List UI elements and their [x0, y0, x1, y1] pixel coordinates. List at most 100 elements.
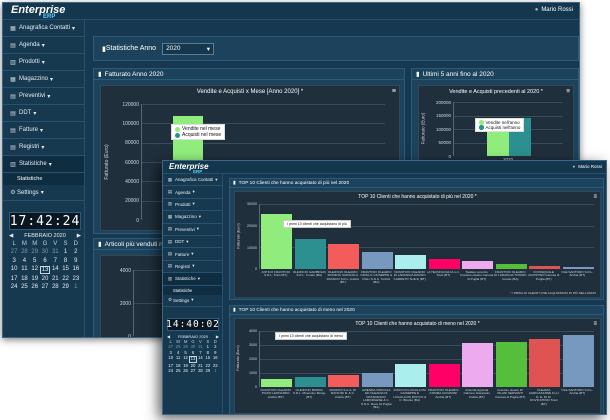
cal-day[interactable]: 22 — [205, 362, 211, 368]
bar-client[interactable] — [495, 342, 527, 387]
cal-day[interactable]: 19 — [31, 276, 39, 283]
cal-day[interactable]: 1 — [74, 284, 78, 291]
cal-day[interactable]: 12 — [183, 355, 188, 361]
cal-day[interactable]: 14 — [198, 355, 203, 361]
bar-client[interactable] — [361, 373, 393, 387]
cal-day[interactable]: 1 — [63, 249, 68, 256]
sidebar-item-magazzino[interactable]: ▦ Magazzino ▾ — [3, 71, 84, 88]
user-menu[interactable]: ● Mario Rossi — [572, 164, 602, 169]
cal-day[interactable]: 3 — [169, 349, 172, 355]
cal-day[interactable]: 28 — [51, 284, 59, 291]
cal-day[interactable]: 21 — [198, 362, 203, 368]
sidebar-item-ddt[interactable]: ▤ DDT ▾ — [3, 105, 84, 122]
chart-menu-icon[interactable]: ≡ — [566, 88, 570, 95]
cal-day[interactable]: 15 — [205, 355, 211, 361]
cal-day[interactable]: 5 — [184, 349, 187, 355]
cal-day[interactable]: 1 — [214, 368, 217, 374]
cal-day[interactable]: 24 — [168, 368, 174, 374]
cal-day[interactable]: 16 — [72, 265, 80, 272]
cal-day[interactable]: 10 — [168, 355, 174, 361]
cal-day[interactable]: 29 — [31, 249, 39, 256]
bar-client[interactable] — [529, 265, 561, 269]
cal-day[interactable]: 31 — [51, 249, 59, 256]
cal-day[interactable]: 19 — [183, 362, 188, 368]
cal-day[interactable]: 22 — [62, 276, 69, 283]
cal-day[interactable]: 6 — [43, 257, 47, 264]
bar-client[interactable] — [328, 375, 360, 387]
cal-day-today[interactable]: 13 — [39, 265, 51, 275]
cal-day[interactable]: 21 — [51, 276, 59, 283]
cal-day[interactable]: 27 — [41, 284, 49, 291]
cal-day[interactable]: 25 — [175, 368, 181, 374]
sidebar-item-statistiche[interactable]: ▥ Statistiche ▾ — [3, 156, 84, 173]
cal-day[interactable]: 8 — [206, 349, 210, 355]
sidebar-item-anagrafica-contatti[interactable]: ▦ Anagrafica Contatti ▾ — [3, 20, 84, 37]
bar-client[interactable] — [428, 363, 460, 387]
cal-day[interactable]: 16 — [212, 355, 218, 361]
sidebar-item-settings[interactable]: ⚙ Settings ▾ — [3, 185, 84, 201]
legend-item[interactable]: Vendite nell'anno — [479, 120, 520, 125]
cal-next-icon[interactable]: ▶ — [215, 334, 219, 339]
bar-client[interactable] — [395, 254, 427, 269]
cal-day[interactable]: 25 — [21, 284, 28, 291]
cal-day[interactable]: 7 — [53, 257, 57, 264]
sidebar-item-prodotti[interactable]: ▥ Prodotti ▾ — [3, 54, 84, 71]
cal-day[interactable]: 20 — [190, 362, 196, 368]
cal-day[interactable]: 4 — [22, 257, 27, 264]
cal-day[interactable]: 17 — [10, 276, 18, 283]
nav-sub-statistiche[interactable]: Statistiche — [163, 285, 222, 295]
cal-day[interactable]: 10 — [10, 265, 18, 272]
nav-sub-statistiche[interactable]: Statistiche — [3, 173, 84, 185]
bar-client[interactable] — [261, 379, 293, 387]
bar-client[interactable] — [395, 363, 427, 387]
cal-day[interactable]: 9 — [74, 257, 78, 264]
cal-day[interactable]: 6 — [191, 349, 195, 355]
cal-day[interactable]: 24 — [10, 284, 18, 291]
sidebar-item-statistiche[interactable]: ▥ Statistiche ▾ — [163, 273, 222, 286]
legend-item[interactable]: Acquisti nel mese — [175, 132, 221, 138]
cal-day[interactable]: 11 — [21, 265, 28, 272]
bar-client[interactable] — [294, 238, 326, 269]
sidebar-item-agenda[interactable]: ▤ Agenda ▾ — [163, 186, 222, 199]
cal-day[interactable]: 9 — [214, 349, 217, 355]
sidebar-item-ddt[interactable]: ▤ DDT ▾ — [163, 236, 222, 249]
bar-client[interactable] — [462, 342, 494, 387]
sidebar-item-registri[interactable]: ▤ Registri ▾ — [3, 139, 84, 156]
cal-day[interactable]: 15 — [62, 265, 69, 272]
bar-client[interactable] — [562, 266, 594, 269]
cal-day-today[interactable]: 13 — [189, 356, 197, 363]
cal-day[interactable]: 28 — [198, 368, 203, 374]
year-select[interactable]: 2020 ▾ — [162, 42, 215, 55]
cal-day[interactable]: 28 — [175, 344, 181, 350]
cal-day[interactable]: 29 — [183, 344, 188, 350]
cal-day[interactable]: 31 — [198, 344, 203, 350]
cal-day[interactable]: 17 — [168, 362, 174, 368]
legend-item[interactable]: Vendite nel mese — [175, 126, 221, 132]
cal-day[interactable]: 4 — [176, 349, 180, 355]
cal-day[interactable]: 7 — [199, 349, 202, 355]
cal-day[interactable]: 20 — [41, 276, 49, 283]
cal-day[interactable]: 23 — [72, 276, 80, 283]
cal-day[interactable]: 2 — [74, 249, 78, 256]
cal-day[interactable]: 27 — [190, 368, 196, 374]
cal-day[interactable]: 12 — [31, 265, 39, 272]
sidebar-item-anagrafica-contatti[interactable]: ▦ Anagrafica Contatti ▾ — [163, 174, 222, 187]
sidebar-item-agenda[interactable]: ▤ Agenda ▾ — [3, 37, 84, 54]
cal-day[interactable]: 5 — [33, 257, 37, 264]
sidebar-item-magazzino[interactable]: ▦ Magazzino ▾ — [163, 211, 222, 224]
sidebar-item-registri[interactable]: ▤ Registri ▾ — [163, 261, 222, 274]
cal-next-icon[interactable]: ▶ — [76, 233, 81, 239]
cal-day[interactable]: 18 — [175, 362, 181, 368]
cal-day[interactable]: 14 — [51, 265, 59, 272]
bar-client[interactable] — [562, 335, 594, 387]
chart-menu-icon[interactable]: ≡ — [593, 321, 597, 327]
chart-menu-icon[interactable]: ≡ — [593, 194, 597, 200]
cal-day[interactable]: 18 — [21, 276, 28, 283]
sidebar-item-fatture[interactable]: ▤ Fatture ▾ — [3, 122, 84, 139]
cal-day[interactable]: 30 — [41, 249, 49, 256]
user-menu[interactable]: ● Mario Rossi — [534, 7, 573, 13]
cal-day[interactable]: 28 — [21, 249, 28, 256]
bar-client[interactable] — [328, 244, 360, 269]
legend-item[interactable]: Acquisti nell'anno — [479, 125, 520, 130]
cal-day[interactable]: 2 — [214, 344, 217, 350]
